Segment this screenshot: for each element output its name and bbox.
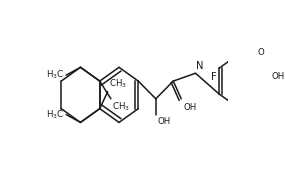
Text: OH: OH: [271, 72, 285, 81]
Text: H$_3$C: H$_3$C: [46, 69, 65, 81]
Text: H$_3$C: H$_3$C: [46, 108, 65, 121]
Text: OH: OH: [157, 116, 171, 125]
Text: O: O: [258, 48, 264, 57]
Text: OH: OH: [184, 103, 197, 112]
Text: F: F: [211, 72, 217, 82]
Text: CH$_3$: CH$_3$: [113, 101, 130, 113]
Text: CH$_3$: CH$_3$: [109, 77, 127, 90]
Text: N: N: [196, 61, 204, 71]
